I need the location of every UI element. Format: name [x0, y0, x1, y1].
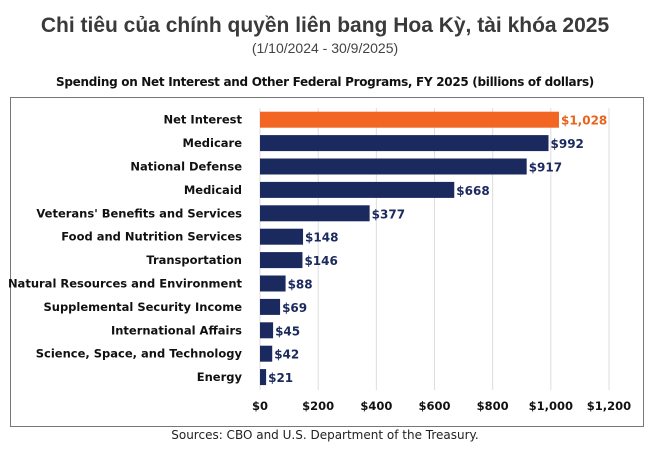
- data-label: $45: [275, 324, 300, 338]
- page-subtitle: (1/10/2024 - 30/9/2025): [251, 40, 399, 56]
- category-label: Veterans' Benefits and Services: [36, 206, 242, 220]
- data-label: $88: [288, 278, 313, 292]
- data-label: $146: [304, 254, 337, 268]
- data-label: $1,028: [561, 114, 607, 128]
- category-label: Medicare: [183, 136, 243, 150]
- category-label: Food and Nutrition Services: [61, 230, 242, 244]
- bar: [260, 345, 273, 362]
- bar: [260, 275, 286, 292]
- data-label: $21: [268, 371, 293, 385]
- bar: [260, 252, 303, 269]
- bar: [260, 181, 455, 198]
- bar: [260, 322, 274, 339]
- x-tick-label: $200: [302, 399, 334, 413]
- source-note: Sources: CBO and U.S. Department of the …: [171, 428, 479, 442]
- data-label: $377: [372, 207, 405, 221]
- x-tick-label: $1,000: [529, 399, 573, 413]
- x-tick-label: $600: [418, 399, 450, 413]
- data-label: $992: [551, 137, 584, 151]
- data-label: $668: [456, 184, 489, 198]
- bar: [260, 228, 304, 245]
- x-tick-label: $400: [360, 399, 392, 413]
- category-label: Transportation: [146, 253, 242, 267]
- category-label: Science, Space, and Technology: [36, 347, 243, 361]
- data-label: $148: [305, 231, 338, 245]
- category-label: International Affairs: [111, 323, 242, 337]
- bar: [260, 158, 527, 175]
- bar: [260, 205, 370, 222]
- category-label: Medicaid: [184, 183, 242, 197]
- category-label: Energy: [197, 370, 243, 384]
- page-title: Chi tiêu của chính quyền liên bang Hoa K…: [40, 14, 610, 37]
- data-label: $917: [529, 161, 562, 175]
- x-tick-label: $1,200: [587, 399, 631, 413]
- data-label: $69: [282, 301, 307, 315]
- bar: [260, 369, 267, 386]
- category-label: Supplemental Security Income: [43, 300, 242, 314]
- category-label: Natural Resources and Environment: [8, 277, 243, 291]
- bar: [260, 111, 559, 128]
- category-label: Net Interest: [163, 113, 242, 127]
- bar: [260, 298, 281, 315]
- x-tick-label: $800: [477, 399, 509, 413]
- chart-title: Spending on Net Interest and Other Feder…: [56, 75, 594, 89]
- data-label: $42: [274, 348, 299, 362]
- chart-frame: [10, 97, 644, 427]
- bar: [260, 135, 549, 152]
- x-tick-label: $0: [252, 399, 268, 413]
- category-label: National Defense: [130, 160, 242, 174]
